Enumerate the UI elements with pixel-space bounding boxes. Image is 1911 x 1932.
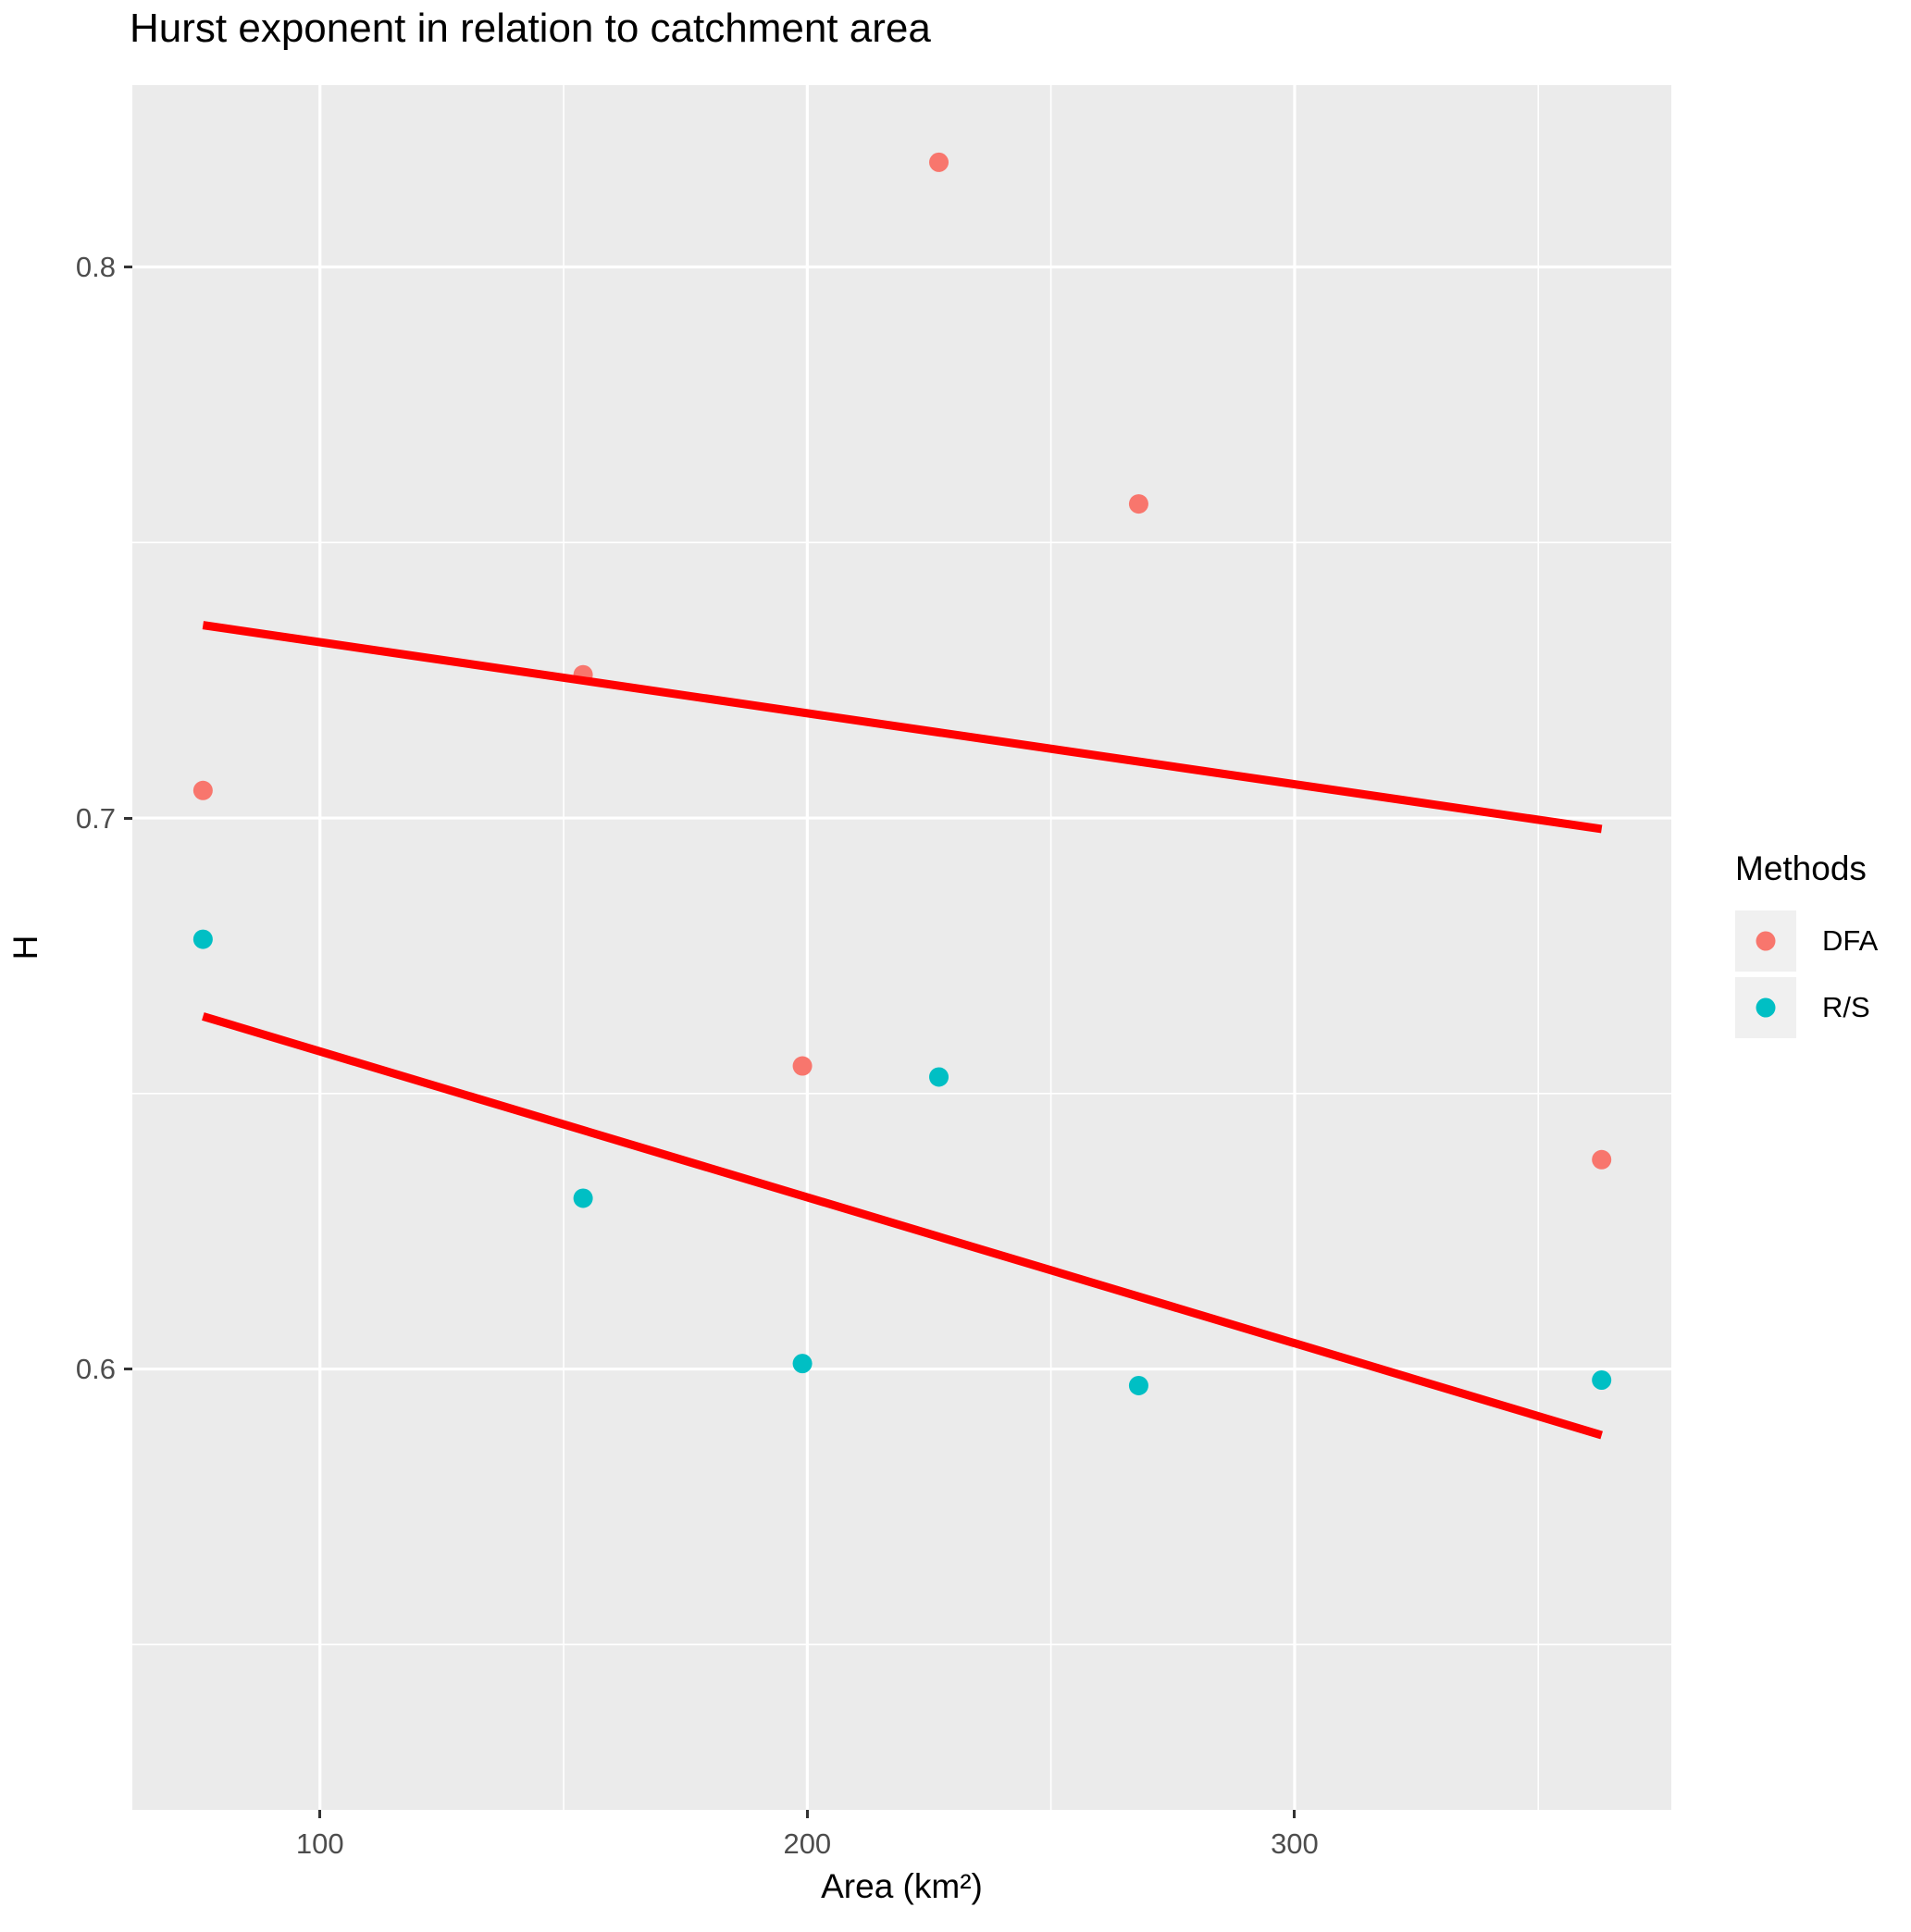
x-tick-label: 300 <box>1271 1827 1319 1860</box>
legend-entry-dfa: DFA <box>1735 910 1911 972</box>
y-tick-mark <box>124 266 132 269</box>
data-point-dfa <box>192 780 213 800</box>
data-point-rs <box>1128 1375 1148 1395</box>
legend-key-dfa <box>1735 910 1796 972</box>
x-axis-title: Area (km²) <box>821 1867 983 1905</box>
x-tick-mark <box>1293 1810 1297 1818</box>
data-point-rs <box>1592 1369 1612 1390</box>
data-point-dfa <box>1128 494 1148 514</box>
data-point-rs <box>792 1354 813 1374</box>
data-point-dfa <box>792 1056 813 1076</box>
y-tick-label: 0.6 <box>75 1353 116 1386</box>
y-axis-title: H <box>6 935 44 960</box>
dfa-point-icon <box>1756 931 1776 951</box>
y-tick-mark <box>124 1368 132 1371</box>
legend-title: Methods <box>1735 849 1867 887</box>
x-tick-mark <box>318 1810 322 1818</box>
chart-title: Hurst exponent in relation to catchment … <box>130 6 931 51</box>
legend: Methods DFA R/S <box>1735 849 1911 1044</box>
data-point-dfa <box>1592 1149 1612 1170</box>
data-point-rs <box>192 929 213 949</box>
legend-entry-rs: R/S <box>1735 977 1911 1038</box>
rs-point-icon <box>1756 997 1776 1018</box>
trend-line-rs <box>202 1012 1603 1440</box>
plot-canvas <box>132 85 1671 1810</box>
y-tick-label: 0.8 <box>75 251 116 284</box>
legend-key-rs <box>1735 977 1796 1038</box>
x-tick-label: 200 <box>783 1827 832 1860</box>
legend-label-dfa: DFA <box>1822 924 1879 957</box>
legend-label-rs: R/S <box>1822 991 1870 1023</box>
y-tick-label: 0.7 <box>75 801 116 835</box>
data-point-rs <box>929 1067 949 1087</box>
x-tick-mark <box>805 1810 809 1818</box>
x-tick-label: 100 <box>295 1827 344 1860</box>
y-tick-mark <box>124 816 132 820</box>
data-point-rs <box>573 1188 593 1208</box>
trend-line-dfa <box>202 621 1603 834</box>
plot-panel <box>132 85 1671 1810</box>
data-point-dfa <box>929 152 949 172</box>
